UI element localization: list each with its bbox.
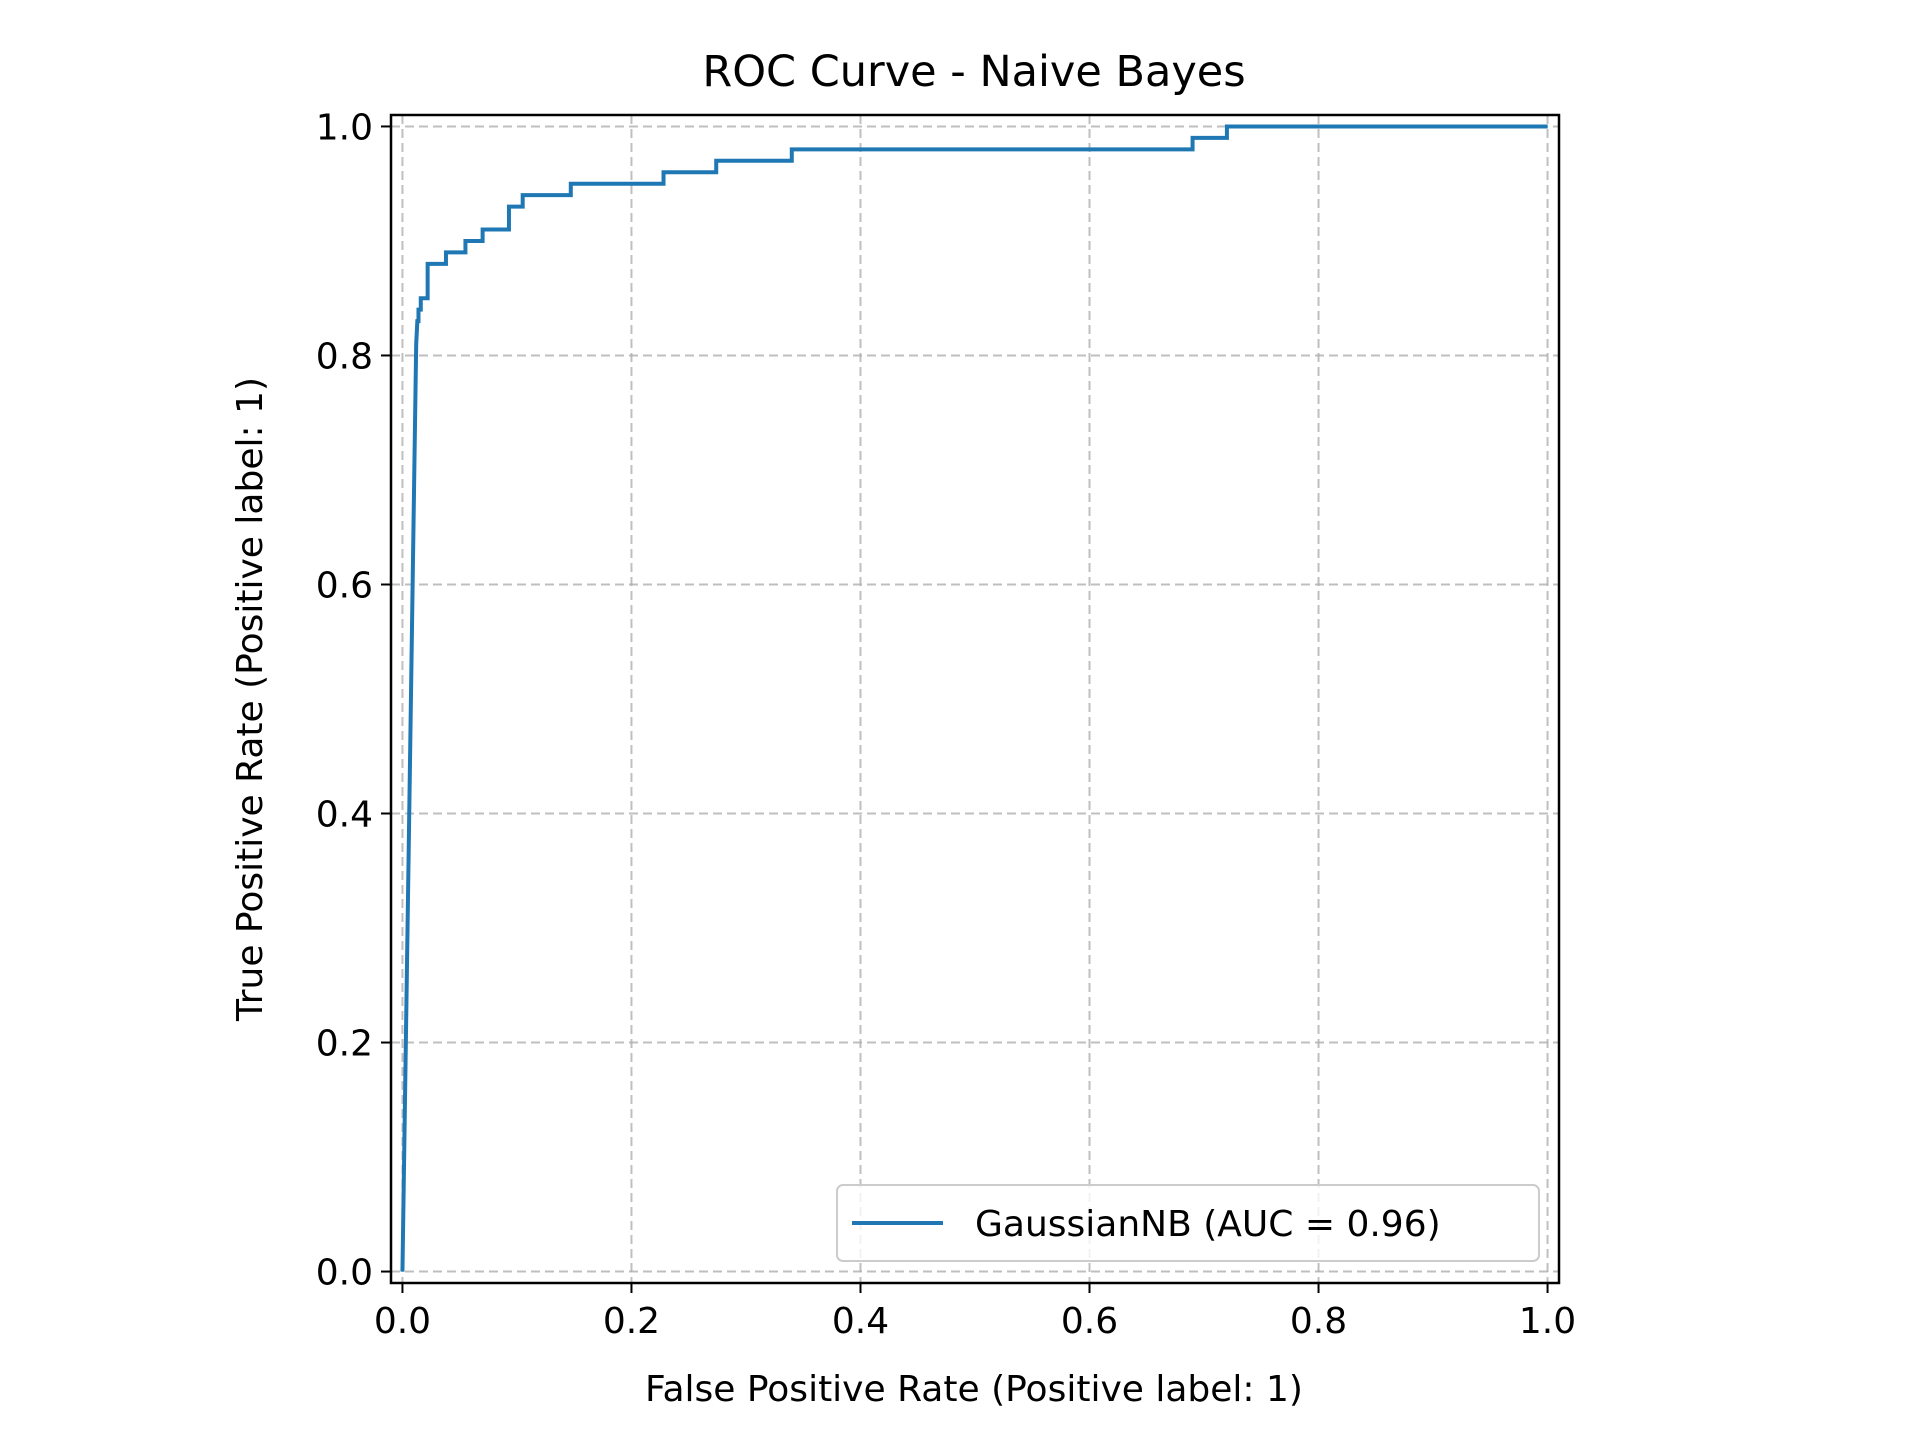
- x-axis-label: False Positive Rate (Positive label: 1): [645, 1369, 1303, 1410]
- series-layer: [400, 124, 1548, 1272]
- plot-frame: [389, 113, 1561, 1285]
- legend-box: [836, 1184, 1540, 1262]
- y-tick-label: 0.0: [316, 1253, 373, 1294]
- legend: GaussianNB (AUC = 0.96): [836, 1184, 1540, 1262]
- x-tick-label: 0.8: [1290, 1301, 1347, 1342]
- legend-entry-gaussiannb: GaussianNB (AUC = 0.96): [975, 1204, 1441, 1245]
- chart-title: ROC Curve - Naive Bayes: [702, 47, 1245, 97]
- x-tick-label: 0.2: [603, 1301, 660, 1342]
- x-tick-label: 1.0: [1519, 1301, 1576, 1342]
- y-axis-label: True Positive Rate (Positive label: 1): [230, 377, 271, 1022]
- y-tick-label: 1.0: [316, 107, 373, 148]
- roc-curve-line: [400, 124, 1548, 1272]
- x-axis-ticks: 0.0 0.2 0.4 0.6 0.8 1.0: [374, 1283, 1576, 1342]
- x-tick-label: 0.0: [374, 1301, 431, 1342]
- y-tick-label: 0.2: [316, 1024, 373, 1065]
- y-tick-label: 0.8: [316, 336, 373, 377]
- y-axis-ticks: 0.0 0.2 0.4 0.6 0.8 1.0: [316, 107, 391, 1294]
- grid-lines: [391, 115, 1559, 1283]
- x-tick-label: 0.4: [832, 1301, 889, 1342]
- y-tick-label: 0.4: [316, 795, 373, 836]
- y-tick-label: 0.6: [316, 565, 373, 606]
- x-tick-label: 0.6: [1061, 1301, 1118, 1342]
